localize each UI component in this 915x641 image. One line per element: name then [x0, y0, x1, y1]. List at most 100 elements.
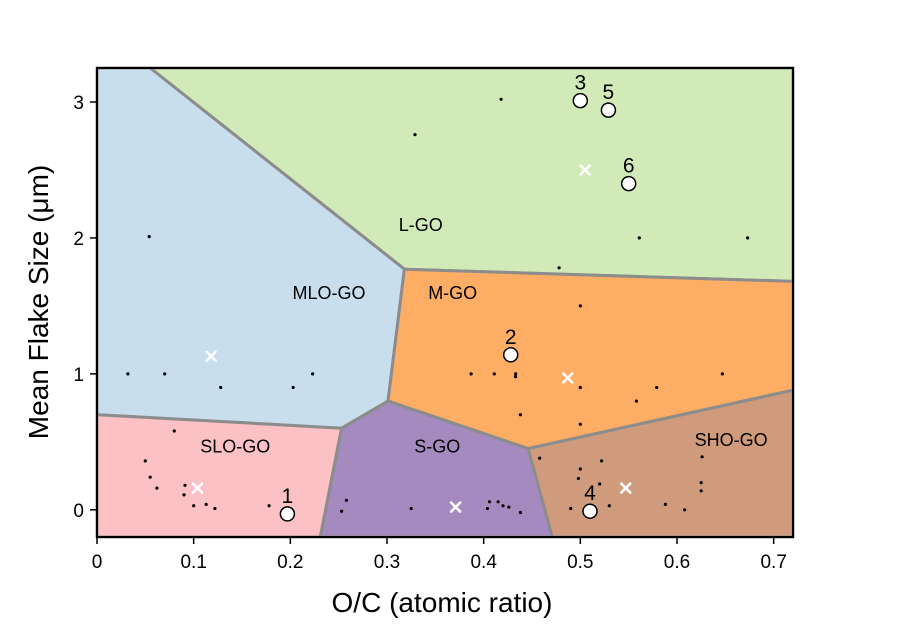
data-point: [155, 486, 159, 490]
data-point: [663, 502, 668, 506]
sample-circle-1: [279, 506, 296, 522]
y-tick-label: 2: [73, 229, 84, 250]
data-point: [409, 506, 413, 511]
region-label-slo-go: SLO-GO: [200, 437, 270, 457]
data-point: [172, 429, 176, 433]
centroid-cross: [205, 350, 217, 362]
data-point: [311, 372, 315, 376]
data-point: [413, 133, 417, 137]
data-point: [496, 500, 500, 504]
data-point: [192, 504, 196, 508]
region-slo-go: [95, 413, 344, 539]
data-point: [600, 459, 604, 463]
data-point: [163, 372, 167, 376]
data-point: [637, 236, 641, 240]
x-tick-label: 0.7: [760, 552, 786, 573]
data-point: [340, 509, 344, 513]
sample-label-5: 5: [603, 81, 615, 104]
y-tick-label: 1: [73, 365, 84, 386]
data-point: [569, 506, 573, 511]
sample-label-1: 1: [282, 485, 294, 508]
data-point: [514, 375, 518, 379]
data-point: [518, 510, 523, 515]
data-point: [699, 489, 703, 493]
ticks-layer: 0 0.1 0.2 0.3 0.4 0.5 0.6 0.7 0 1 2 3: [73, 93, 786, 573]
x-tick-label: 0.4: [470, 552, 497, 573]
region-label-sho-go: SHO-GO: [695, 430, 768, 450]
centroid-cross: [191, 482, 204, 494]
sample-label-2: 2: [505, 326, 517, 349]
data-point: [499, 97, 503, 101]
data-point: [699, 481, 703, 485]
region-label-l-go: L-GO: [399, 215, 443, 235]
data-point: [598, 482, 602, 486]
data-point: [267, 504, 271, 508]
sample-circle-4: [582, 503, 598, 519]
data-point: [183, 483, 187, 487]
y-tick-label: 0: [73, 501, 84, 522]
data-point: [147, 235, 151, 239]
plot-frame: [96, 67, 794, 538]
centroid-cross: [449, 501, 462, 513]
crosses-layer: [191, 164, 632, 513]
dots-layer: [126, 97, 750, 515]
data-point: [700, 455, 704, 459]
data-point: [578, 422, 582, 426]
centroid-cross: [562, 372, 574, 384]
data-point: [487, 500, 492, 504]
data-point: [578, 385, 582, 390]
x-tick-label: 0: [92, 552, 103, 573]
sample-circle-3: [572, 92, 589, 109]
data-point: [469, 372, 473, 376]
x-axis-title: O/C (atomic ratio): [332, 587, 553, 618]
data-point: [578, 467, 582, 471]
region-label-m-go: M-GO: [428, 283, 477, 303]
centroid-cross: [579, 164, 591, 176]
x-tick-label: 0.3: [374, 552, 400, 573]
x-tick-label: 0.1: [180, 552, 206, 573]
region-label-mlo-go: MLO-GO: [292, 283, 365, 303]
data-point: [344, 498, 348, 502]
data-point: [655, 385, 659, 390]
region-labels-layer: L-GO MLO-GO M-GO SLO-GO S-GO SHO-GO: [200, 215, 767, 457]
data-point: [492, 372, 496, 376]
data-point: [514, 372, 518, 376]
region-label-s-go: S-GO: [414, 437, 460, 457]
sample-circle-6: [620, 175, 637, 192]
data-point: [143, 459, 147, 463]
data-point: [683, 508, 687, 512]
x-tick-label: 0.6: [664, 552, 690, 573]
data-point: [576, 476, 581, 481]
sample-label-6: 6: [623, 155, 635, 178]
data-point: [538, 456, 542, 460]
sample-circle-5: [600, 102, 617, 118]
data-point: [507, 505, 511, 509]
data-point: [485, 506, 490, 511]
y-axis-title: Mean Flake Size (μm): [23, 165, 54, 439]
sample-circle-2: [502, 347, 519, 363]
data-point: [213, 506, 217, 511]
data-point: [746, 236, 750, 240]
x-tick-label: 0.2: [277, 552, 303, 573]
data-point: [126, 372, 130, 376]
circles-layer: 1 2 3 4 5 6: [279, 72, 637, 522]
sample-label-3: 3: [574, 72, 586, 95]
sample-label-4: 4: [584, 482, 596, 505]
data-point: [291, 385, 295, 390]
data-point: [557, 266, 561, 270]
data-point: [720, 372, 725, 376]
x-tick-label: 0.5: [567, 552, 593, 573]
data-point: [518, 413, 523, 417]
data-point: [148, 475, 152, 479]
data-point: [578, 304, 582, 308]
centroid-cross: [620, 482, 632, 494]
data-point: [634, 399, 639, 403]
data-point: [182, 493, 186, 497]
data-point: [204, 502, 208, 506]
data-point: [501, 504, 505, 508]
data-point: [219, 385, 223, 390]
data-point: [607, 504, 611, 508]
y-tick-label: 3: [73, 93, 84, 114]
regions-layer: [95, 66, 795, 539]
